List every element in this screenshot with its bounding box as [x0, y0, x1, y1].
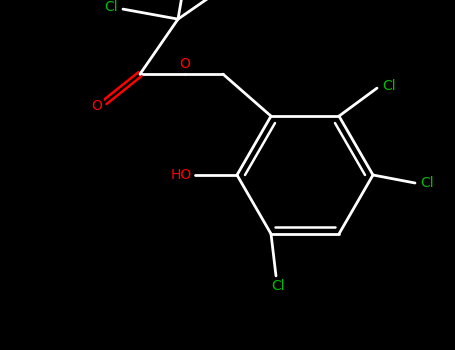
Text: O: O: [180, 57, 191, 71]
Text: Cl: Cl: [271, 279, 285, 293]
Text: Cl: Cl: [420, 176, 434, 190]
Text: Cl: Cl: [382, 79, 396, 93]
Text: Cl: Cl: [104, 0, 118, 14]
Text: O: O: [91, 99, 102, 113]
Text: HO: HO: [170, 168, 192, 182]
